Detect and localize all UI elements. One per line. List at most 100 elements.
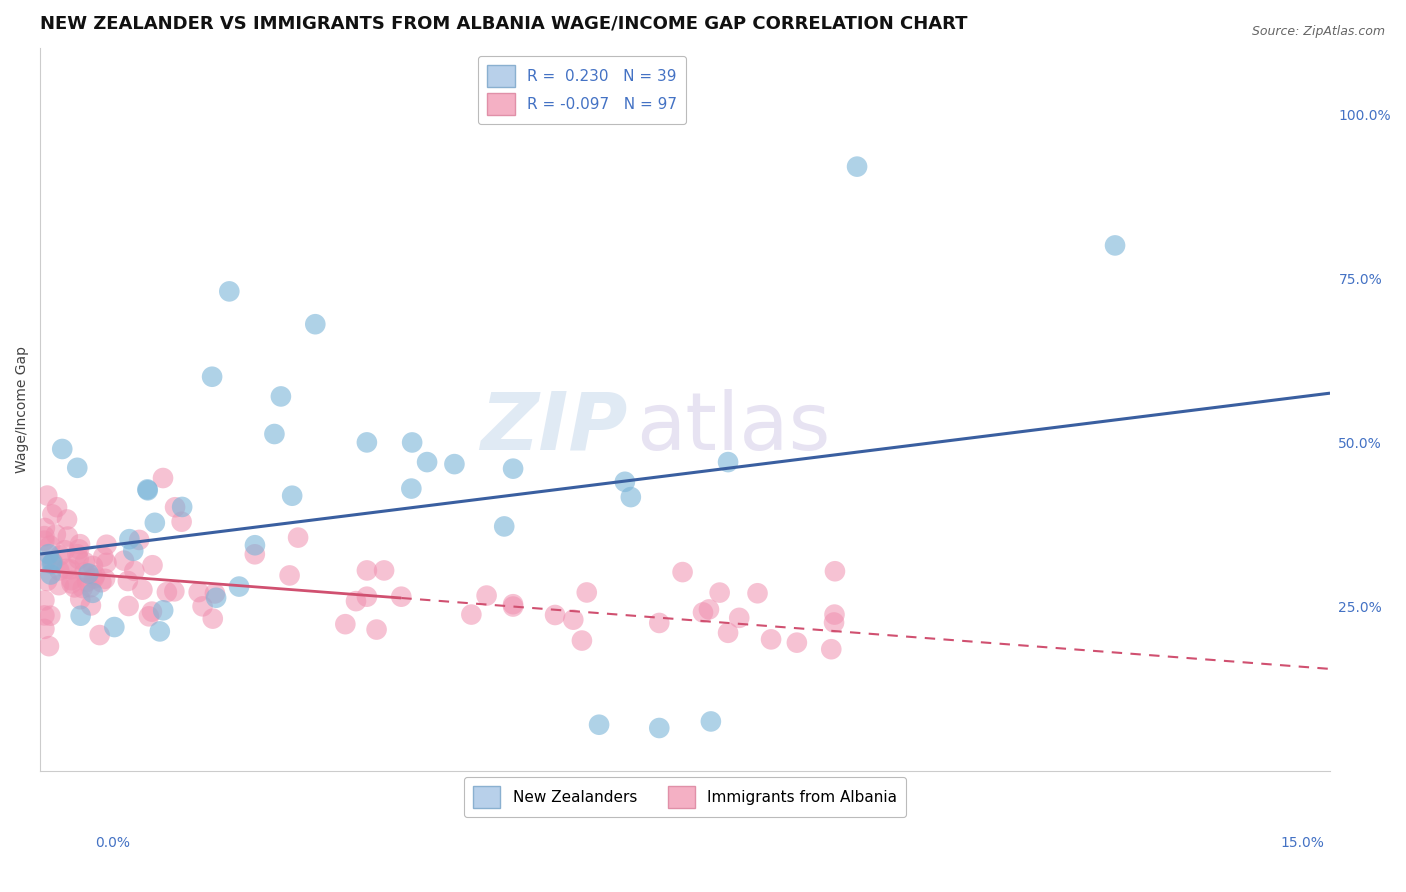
Point [128,533,150,547]
Point [494,519,516,533]
Point [34,556,56,570]
Point [700,714,723,729]
Point [152,471,174,485]
Legend: New Zealanders, Immigrants from Albania: New Zealanders, Immigrants from Albania [464,777,907,817]
Point [72,581,94,595]
Point [51,442,73,456]
Point [69,608,91,623]
Point [191,599,214,614]
Point [228,580,250,594]
Point [124,564,146,578]
Point [96,538,118,552]
Point [170,515,193,529]
Point [502,461,524,475]
Point [562,613,585,627]
Point [73,566,96,580]
Point [67,552,90,566]
Point [41,557,63,571]
Point [335,617,357,632]
Point [172,500,194,514]
Point [37,574,59,588]
Text: Source: ZipAtlas.com: Source: ZipAtlas.com [1251,25,1385,38]
Point [278,568,301,582]
Point [66,547,89,561]
Point [204,586,226,600]
Point [588,717,610,731]
Text: 15.0%: 15.0% [1281,836,1324,850]
Point [201,369,224,384]
Point [460,607,482,622]
Point [79,580,101,594]
Point [56,512,79,526]
Point [42,556,65,570]
Point [648,721,671,735]
Point [84,568,107,582]
Point [83,571,105,585]
Text: ZIP: ZIP [479,389,627,467]
Point [544,607,567,622]
Point [613,475,636,489]
Point [136,483,159,497]
Point [63,581,86,595]
Point [112,554,135,568]
Point [34,622,56,636]
Point [117,574,139,588]
Point [60,576,83,591]
Point [366,623,388,637]
Point [356,435,378,450]
Point [759,632,782,647]
Point [55,562,77,576]
Point [89,628,111,642]
Point [152,603,174,617]
Point [45,527,67,541]
Point [39,567,62,582]
Point [163,584,186,599]
Point [270,389,292,403]
Point [34,529,56,543]
Point [356,563,378,577]
Point [846,160,869,174]
Point [287,531,309,545]
Point [697,602,720,616]
Point [94,572,117,586]
Point [103,620,125,634]
Text: 0.0%: 0.0% [96,836,131,850]
Point [138,609,160,624]
Point [401,435,423,450]
Point [39,608,62,623]
Point [122,544,145,558]
Point [69,537,91,551]
Point [205,591,228,605]
Point [38,547,60,561]
Point [149,624,172,639]
Point [389,590,412,604]
Point [281,489,304,503]
Point [90,575,112,590]
Point [82,586,104,600]
Point [344,594,367,608]
Point [118,532,141,546]
Point [117,599,139,613]
Point [67,542,90,557]
Point [53,543,76,558]
Point [136,483,159,498]
Point [141,605,163,619]
Point [575,585,598,599]
Point [73,555,96,569]
Point [41,556,63,570]
Point [41,508,63,522]
Point [46,500,69,515]
Text: NEW ZEALANDER VS IMMIGRANTS FROM ALBANIA WAGE/INCOME GAP CORRELATION CHART: NEW ZEALANDER VS IMMIGRANTS FROM ALBANIA… [41,15,967,33]
Point [475,589,498,603]
Point [820,642,842,657]
Point [786,635,808,649]
Point [373,563,395,577]
Point [77,566,100,581]
Y-axis label: Wage/Income Gap: Wage/Income Gap [15,346,30,473]
Point [728,611,751,625]
Point [91,549,114,564]
Point [56,530,79,544]
Point [648,615,671,630]
Text: atlas: atlas [636,389,831,467]
Point [131,582,153,597]
